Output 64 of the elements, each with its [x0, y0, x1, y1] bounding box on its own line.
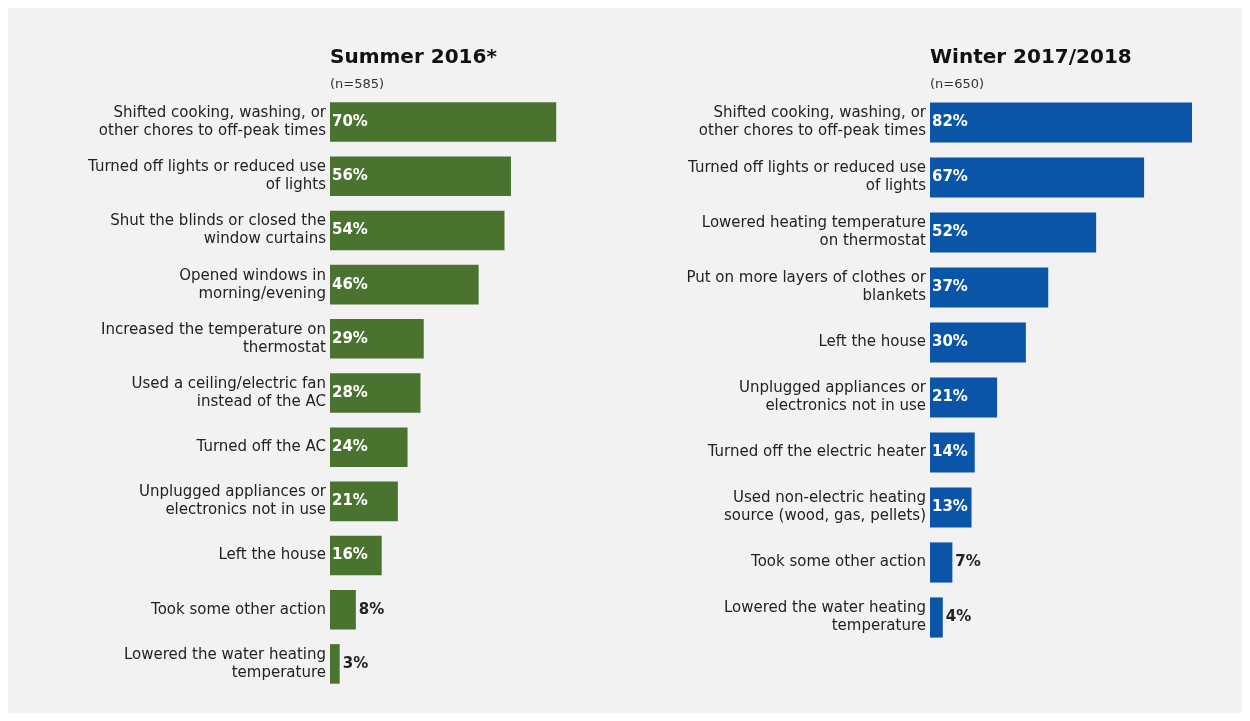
bar [330, 481, 398, 522]
data-label: 3% [342, 653, 369, 672]
bar [330, 427, 408, 467]
data-label: 30% [932, 332, 968, 351]
y-tick-label: Unplugged appliances or electronics not in use [739, 378, 927, 415]
y-tick-label: Lowered the water heating temperature [123, 644, 326, 681]
y-tick-label: Lowered heating temperature on thermostat [701, 213, 927, 250]
chart-title: Winter 2017/2018 [930, 44, 1132, 68]
data-label: 67% [932, 167, 968, 186]
y-tick-label: Shifted cooking, washing, or other chores to off-peak times [698, 103, 927, 140]
data-label: 70% [332, 111, 368, 130]
y-tick-label: Left the house [218, 545, 326, 564]
y-tick-label: Turned off lights or reduced use of lights [687, 158, 927, 195]
bar [930, 597, 943, 638]
data-label: 56% [332, 166, 368, 185]
data-label: 52% [932, 222, 968, 241]
bar [330, 644, 340, 684]
bar [930, 102, 1192, 143]
bar [330, 319, 424, 359]
bar [930, 377, 998, 418]
y-tick-label: Shut the blinds or closed the window curtains [110, 211, 327, 248]
y-tick-label: Unplugged appliances or electronics not in use [139, 482, 327, 519]
data-label: 82% [932, 112, 968, 131]
data-label: 21% [332, 491, 368, 510]
y-tick-label: Turned off lights or reduced use of lights [87, 157, 327, 194]
y-tick-label: Took some other action [150, 599, 326, 618]
bar [330, 264, 479, 305]
data-label: 46% [332, 274, 368, 293]
data-label: 4% [945, 607, 972, 626]
bar [330, 102, 557, 142]
data-label: 29% [332, 328, 368, 347]
data-label: 54% [332, 220, 368, 239]
y-tick-label: Left the house [818, 332, 926, 351]
bar [330, 210, 505, 251]
bar [330, 373, 421, 413]
bar [330, 156, 511, 197]
data-label: 24% [332, 437, 368, 456]
bar [930, 267, 1049, 308]
data-label: 28% [332, 382, 368, 401]
data-label: 13% [932, 497, 968, 516]
data-label: 37% [932, 277, 968, 296]
chart-title: Summer 2016* [330, 44, 498, 68]
data-label: 8% [358, 599, 385, 618]
y-tick-label: Took some other action [750, 552, 926, 571]
data-label: 14% [932, 442, 968, 461]
data-label: 16% [332, 545, 368, 564]
y-tick-label: Turned off the electric heater [706, 442, 927, 461]
chart-subtitle: (n=585) [330, 76, 385, 91]
data-label: 7% [955, 552, 981, 571]
data-label: 21% [932, 387, 968, 406]
y-tick-label: Opened windows in morning/evening [179, 265, 326, 302]
bar [930, 157, 1145, 198]
y-tick-label: Increased the temperature on thermostat [101, 319, 327, 356]
bar [930, 542, 953, 583]
y-tick-label: Shifted cooking, washing, or other chores to off-peak times [98, 102, 327, 139]
y-tick-label: Put on more layers of clothes or blankets [686, 268, 927, 305]
chart-subtitle: (n=650) [930, 76, 985, 91]
y-tick-label: Turned off the AC [195, 437, 326, 456]
y-tick-label: Used a ceiling/electric fan instead of the AC [131, 373, 326, 410]
y-tick-label: Lowered the water heating temperature [723, 598, 926, 635]
bar [330, 589, 356, 630]
bar [930, 212, 1097, 253]
bar [930, 322, 1026, 363]
y-tick-label: Used non-electric heating source (wood, gas, pellets) [723, 488, 926, 525]
